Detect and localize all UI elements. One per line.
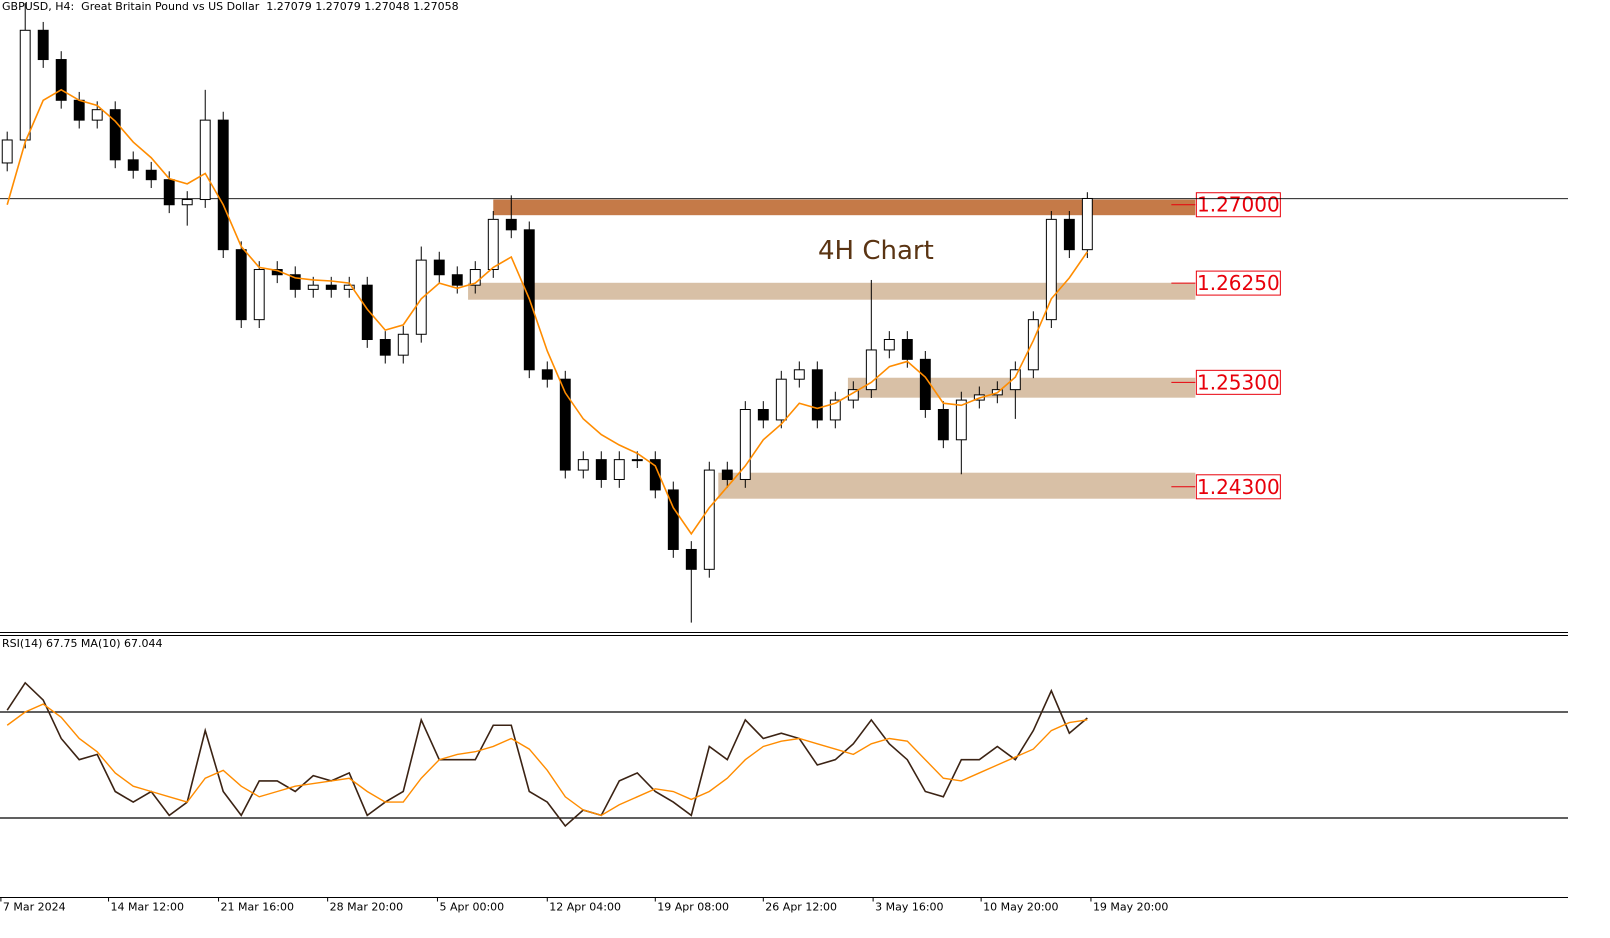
candle-body [145,169,157,181]
candle-body [469,269,481,286]
moving-average [6,88,1088,536]
candle-body [1027,319,1039,371]
candle-body [397,333,409,356]
level-label: 1.24300 [1197,475,1280,499]
chart-title: GBPUSD, H4: Great Britain Pound vs US Do… [2,0,459,13]
candle-body [343,284,355,290]
x-tick-label: 19 Apr 08:00 [657,901,729,914]
candle-body [721,469,733,480]
candle-body [667,489,679,550]
x-tick-label: 10 May 20:00 [983,901,1058,914]
candle-body [757,408,769,421]
candle-body [505,218,517,231]
candle-body [325,284,337,290]
x-tick-label: 7 Mar 2024 [3,901,66,914]
candle-body [361,284,373,341]
candle-body [1063,218,1075,251]
candle-body [163,179,175,206]
indicator-title: RSI(14) 67.75 MA(10) 67.044 [2,637,163,650]
zone [847,377,1196,398]
zone [468,282,1196,300]
annotation: 4H Chart [818,236,934,266]
candle-body [253,269,265,321]
candle-body [199,119,211,201]
candle-body [451,274,463,286]
candle-body [289,274,301,290]
level-label-box [1195,270,1281,296]
candle-body [415,259,427,335]
candle-body [577,459,589,471]
zone [718,472,1196,499]
candle-body [37,29,49,61]
candle-body [955,399,967,441]
candle-body [703,469,715,570]
zone [493,199,1196,216]
candle-body [109,109,121,161]
candle-body [595,459,607,480]
candle-body [919,358,931,410]
candle-body [91,109,103,121]
level-label: 1.26250 [1197,271,1280,295]
candle-body [1081,197,1093,251]
candle-body [1,139,13,164]
candle-body [631,459,643,462]
x-tick-label: 19 May 20:00 [1093,901,1168,914]
candle-body [1009,369,1021,391]
candle-body [685,548,697,570]
level-label-box [1195,474,1281,500]
candle-body [793,369,805,380]
candle-body [649,459,661,491]
x-tick-label: 14 Mar 12:00 [111,901,184,914]
candle-body [559,378,571,471]
candle-body [55,59,67,101]
x-tick-label: 3 May 16:00 [875,901,943,914]
candle-body [217,119,229,251]
candle-body [883,339,895,351]
candle-body [487,218,499,271]
candle-body [937,408,949,441]
candle-body [307,284,319,290]
candle-body [73,99,85,121]
candle-body [1045,218,1057,321]
x-tick-label: 12 Apr 04:00 [549,901,621,914]
x-tick-label: 26 Apr 12:00 [765,901,837,914]
level-label-box [1195,369,1281,395]
candle-body [829,399,841,421]
candle-body [613,459,625,480]
candle-body [739,408,751,480]
candle-body [541,369,553,380]
x-tick-label: 5 Apr 00:00 [439,901,504,914]
candle-body [181,199,193,206]
candle-body [865,349,877,391]
candle-body [379,339,391,356]
candle-body [901,339,913,360]
level-label-box [1195,192,1281,218]
candle-body [775,378,787,421]
level-label: 1.27000 [1197,193,1280,217]
indicator-line [6,703,1088,817]
x-tick-label: 21 Mar 16:00 [221,901,294,914]
candle-body [235,249,247,321]
candle-body [433,259,445,276]
x-tick-label: 28 Mar 20:00 [330,901,403,914]
candle-body [127,159,139,171]
candle-body [19,29,31,141]
candle-body [811,369,823,421]
level-label: 1.25300 [1197,370,1280,394]
